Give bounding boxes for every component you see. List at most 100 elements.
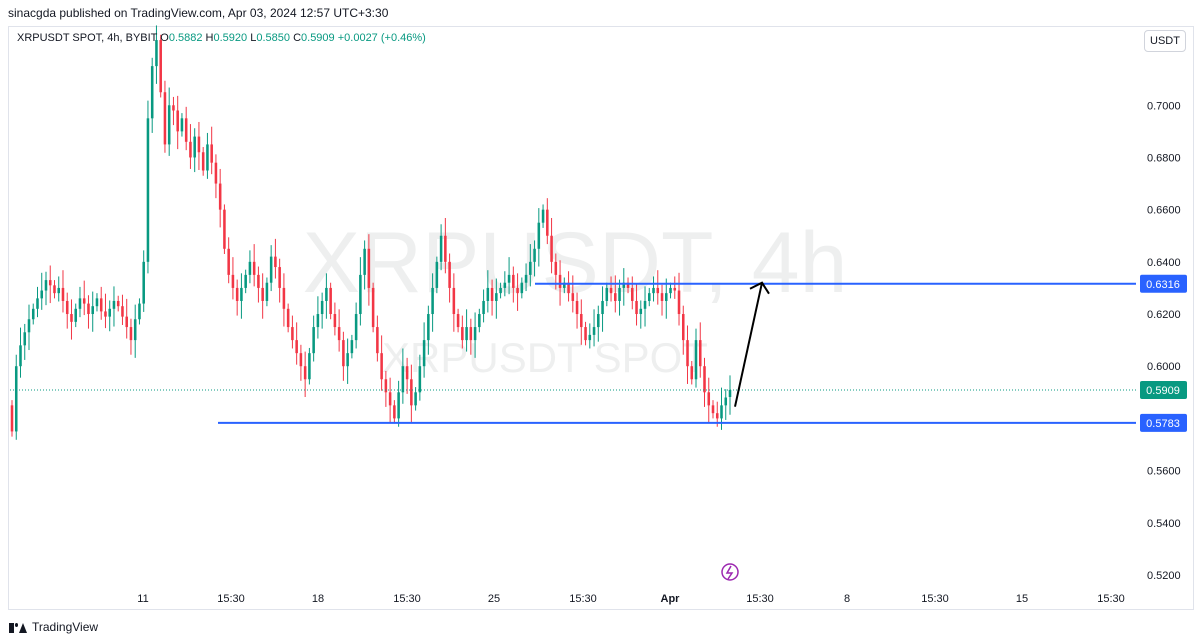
candle-body <box>53 285 56 294</box>
candle-body <box>698 340 702 367</box>
legend-low-label: L <box>250 32 257 44</box>
currency-unit-button[interactable]: USDT <box>1144 30 1186 52</box>
candle-body <box>524 274 528 283</box>
candle-body <box>320 300 324 315</box>
candle-body <box>265 282 269 301</box>
candle-body <box>308 353 311 380</box>
candle-body <box>231 274 235 288</box>
candle-body <box>469 327 473 341</box>
candle-body <box>65 300 69 315</box>
candle-body <box>142 261 145 304</box>
candle-body <box>333 314 337 328</box>
candle-body <box>282 287 286 309</box>
x-tick-label: 15:30 <box>921 593 949 605</box>
candle-body <box>274 256 277 268</box>
projection-arrow-head <box>749 281 770 295</box>
x-tick-label: 18 <box>312 593 324 605</box>
footer-brand: TradingView <box>32 620 99 634</box>
candle-body <box>461 327 464 341</box>
candle-body <box>648 293 651 301</box>
candle-body <box>393 405 396 419</box>
watermark-exchange: XRPUSDT SPOT <box>382 334 708 381</box>
candle-body <box>150 66 154 119</box>
candle-body <box>44 280 48 291</box>
candle-body <box>133 319 137 341</box>
x-tick-label: 15:30 <box>393 593 421 605</box>
candle-body <box>639 308 643 315</box>
candle-body <box>660 293 664 301</box>
candle-body <box>677 290 681 315</box>
candle-body <box>728 389 732 397</box>
candle-body <box>707 392 711 406</box>
candle-body <box>346 353 349 367</box>
candle-body <box>703 366 706 393</box>
candle-body <box>312 327 315 354</box>
candle-body <box>240 287 243 301</box>
candle-body <box>201 152 205 171</box>
candle-body <box>359 274 362 315</box>
candle-body <box>138 303 141 320</box>
candle-body <box>108 308 111 317</box>
candle-body <box>558 274 562 288</box>
candle-body <box>235 287 239 301</box>
legend-symbol[interactable]: XRPUSDT SPOT, 4h, BYBIT <box>17 32 158 44</box>
projection-arrow <box>734 282 763 407</box>
last-price-label: 0.5909 <box>1146 385 1180 397</box>
candle-body <box>422 340 426 367</box>
candle-body <box>605 287 609 301</box>
y-tick-label: 0.6600 <box>1147 205 1181 217</box>
candle-body <box>541 209 545 223</box>
candle-body <box>456 314 460 328</box>
chart-frame <box>8 26 1194 610</box>
candle-body <box>694 340 698 380</box>
candle-body <box>325 287 328 301</box>
x-tick-label: 15 <box>1016 593 1028 605</box>
candle-body <box>180 118 184 132</box>
candle-body <box>286 308 290 328</box>
candle-body <box>388 392 392 406</box>
candle-body <box>431 287 434 315</box>
candle-body <box>643 300 647 309</box>
legend-high-label: H <box>205 32 214 44</box>
candle-body <box>614 293 617 301</box>
candle-body <box>125 316 128 328</box>
candle-body <box>563 282 566 288</box>
candle-body <box>444 235 447 262</box>
footer[interactable]: TradingView <box>9 620 98 634</box>
candle-body <box>57 287 61 294</box>
level-price-label: 0.5783 <box>1146 418 1180 430</box>
candle-body <box>580 314 583 328</box>
candle-body <box>490 287 494 301</box>
candle-body <box>427 314 430 341</box>
candle-body <box>690 366 694 380</box>
candle-body <box>724 397 728 406</box>
y-tick-label: 0.6200 <box>1147 309 1181 321</box>
candle-body <box>269 256 273 283</box>
candle-body <box>70 314 73 322</box>
candle-body <box>635 300 638 315</box>
candle-body <box>418 366 422 393</box>
candle-body <box>167 105 171 145</box>
legend-close: 0.5909 <box>301 32 335 44</box>
candle-body <box>622 282 626 288</box>
candle-body <box>686 340 689 367</box>
candle-body <box>218 183 222 210</box>
candle-body <box>452 287 456 315</box>
candle-body <box>193 136 196 158</box>
candle-body <box>495 293 498 301</box>
candle-body <box>516 287 519 294</box>
candle-body <box>439 235 443 262</box>
candle-body <box>197 136 201 153</box>
candle-body <box>104 311 107 317</box>
y-tick-label: 0.6400 <box>1147 257 1181 269</box>
y-tick-label: 0.6800 <box>1147 152 1181 164</box>
candle-body <box>316 314 320 328</box>
candle-body <box>248 261 252 275</box>
candle-body <box>91 306 94 315</box>
candle-body <box>146 118 150 262</box>
candle-body <box>112 300 116 309</box>
x-tick-label: 15:30 <box>569 593 597 605</box>
legend-close-label: C <box>293 32 302 44</box>
publisher-line: sinacgda published on TradingView.com, A… <box>8 6 389 20</box>
